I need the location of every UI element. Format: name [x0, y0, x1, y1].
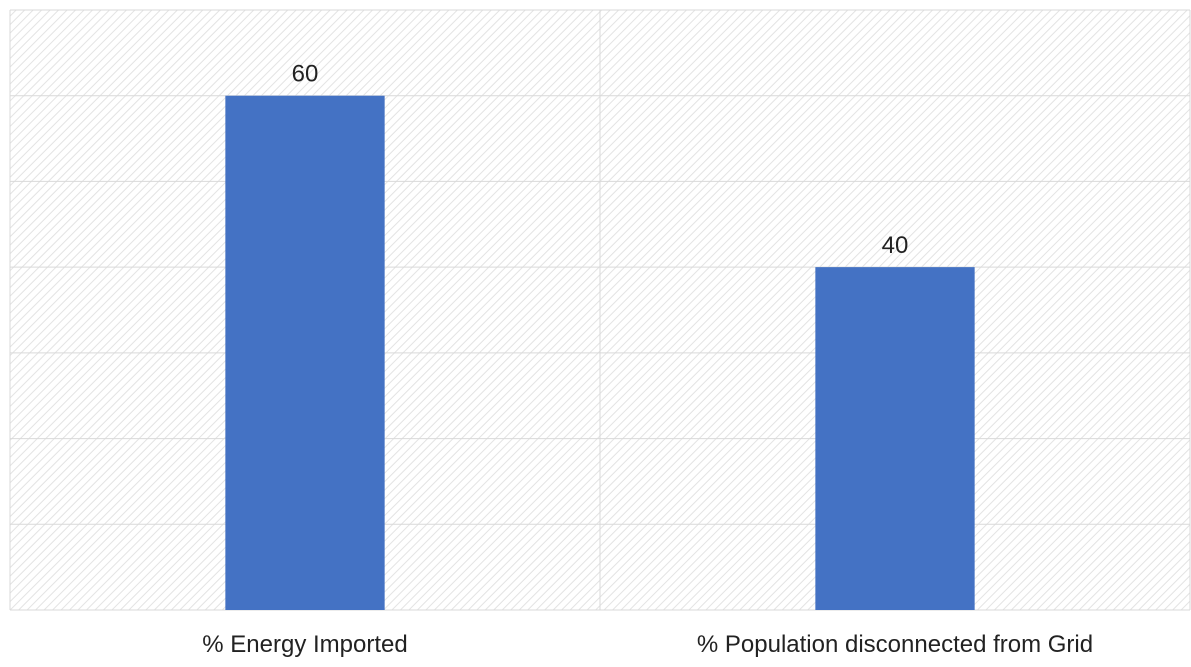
- x-tick-label-2: % Population disconnected from Grid: [697, 631, 1093, 658]
- x-tick-label-1: % Energy Imported: [202, 631, 407, 658]
- bar-1: [225, 95, 385, 610]
- bars: [225, 95, 975, 610]
- data-label-2: 40: [882, 232, 909, 259]
- bar-2: [815, 267, 975, 610]
- data-label-1: 60: [292, 61, 319, 88]
- gridlines: [9, 9, 1191, 611]
- x-axis-tick-labels: % Energy Imported % Population disconnect…: [202, 631, 1093, 658]
- data-labels: 60 40: [292, 61, 909, 259]
